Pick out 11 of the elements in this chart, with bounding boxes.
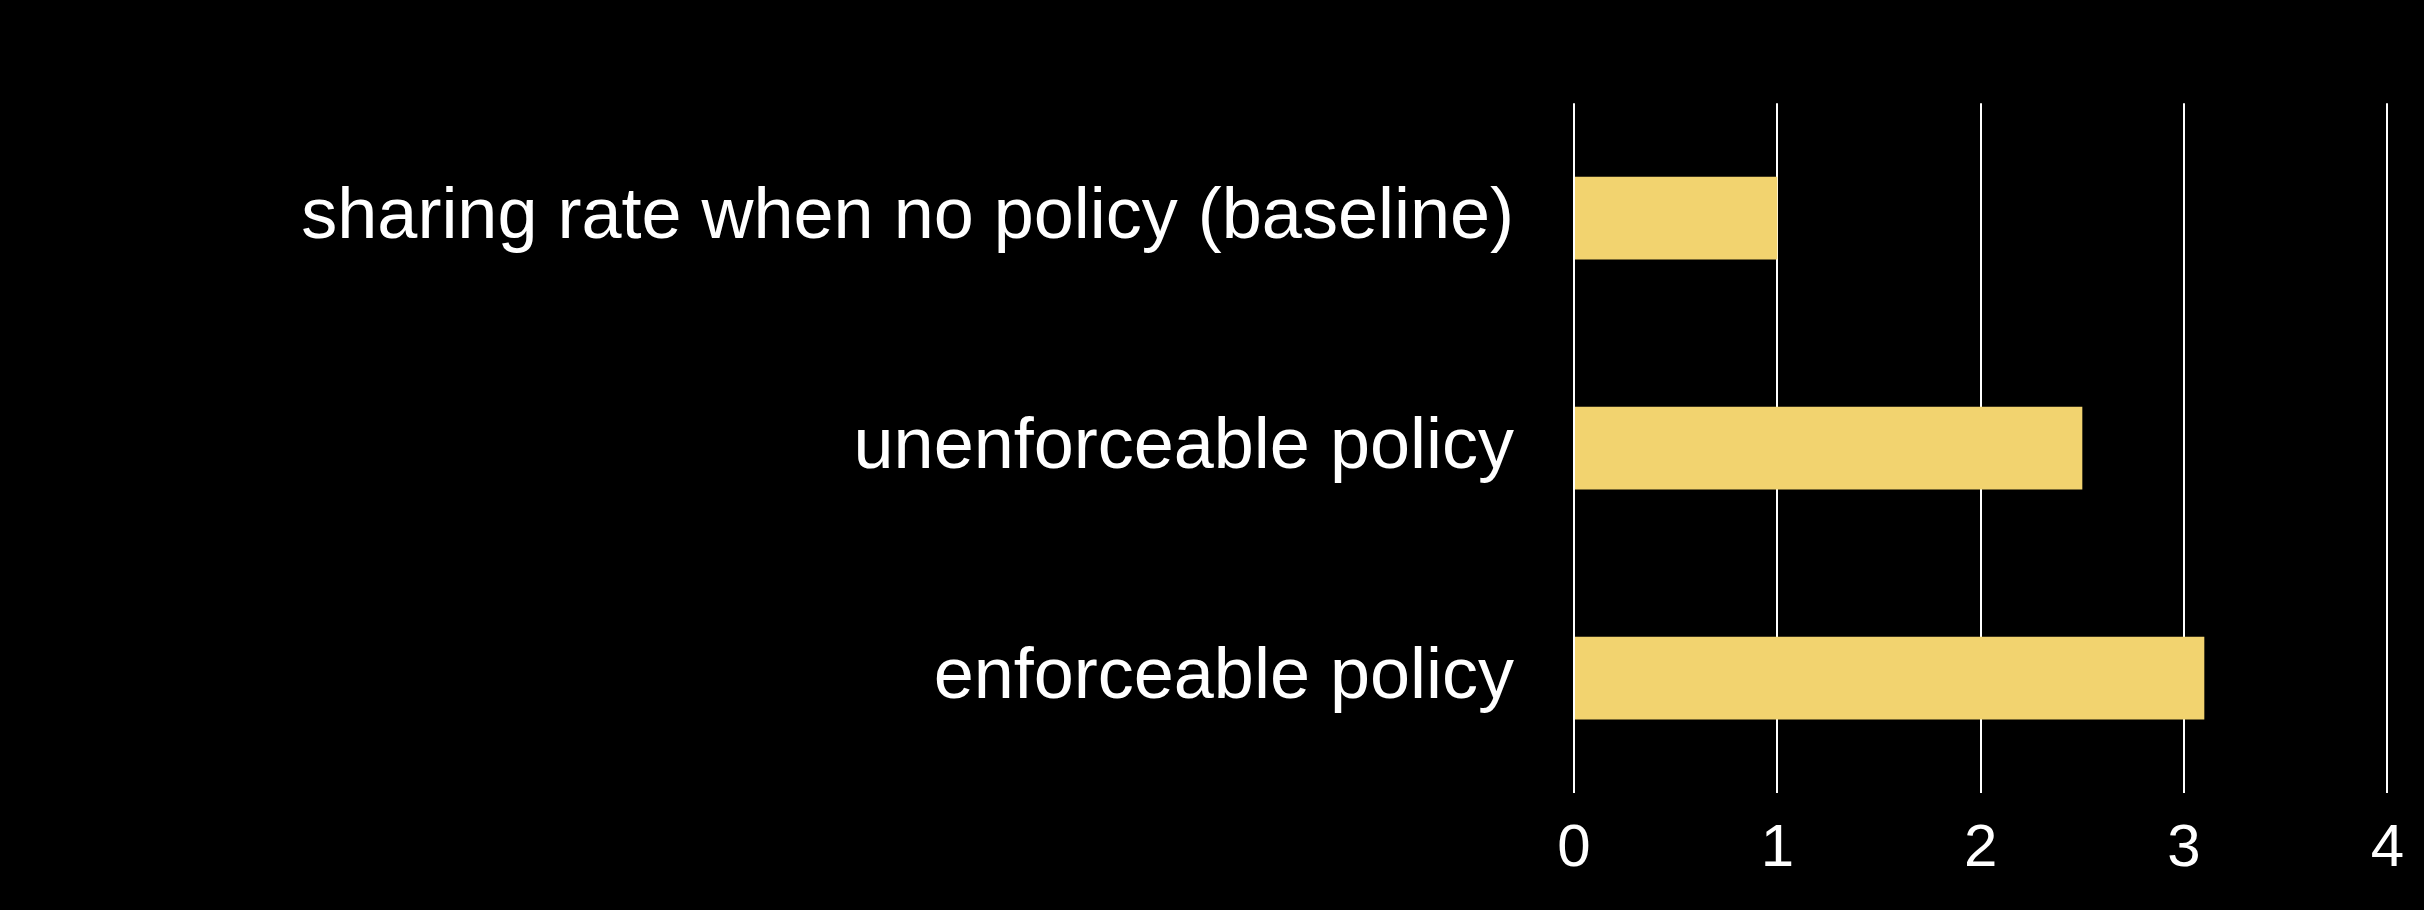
x-tick-label: 3 [2167, 811, 2201, 879]
bar [1575, 406, 2083, 490]
y-tick-label: sharing rate when no policy (baseline) [301, 173, 1514, 254]
bar [1575, 636, 2205, 720]
x-tick-label: 4 [2370, 811, 2404, 879]
y-tick-label: enforceable policy [933, 632, 1514, 713]
x-tick-label: 0 [1557, 811, 1591, 879]
y-tick-label: unenforceable policy [853, 402, 1514, 483]
x-tick-label: 1 [1760, 811, 1795, 879]
x-tick-label: 2 [1963, 811, 1998, 879]
bar [1575, 176, 1778, 260]
